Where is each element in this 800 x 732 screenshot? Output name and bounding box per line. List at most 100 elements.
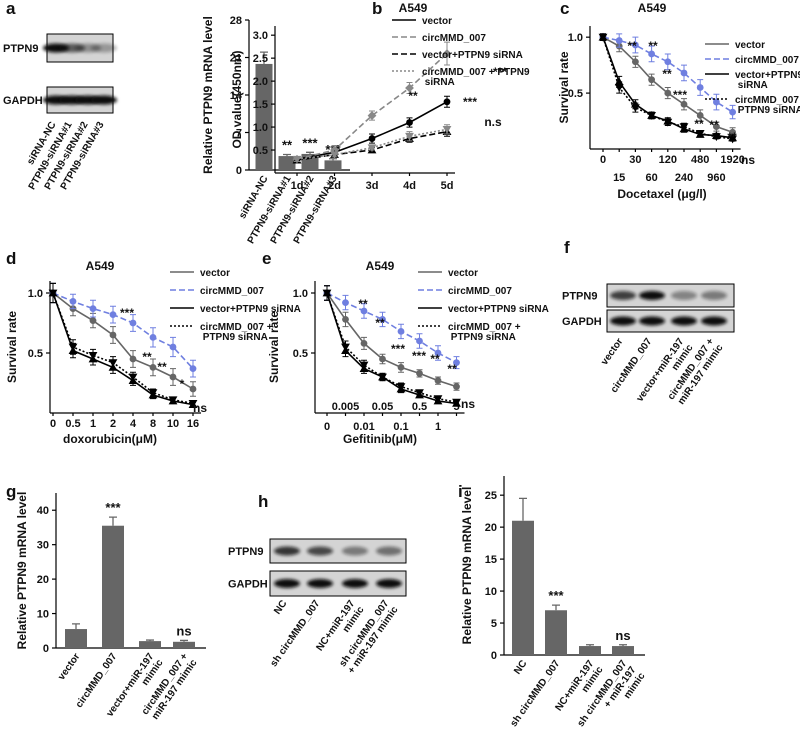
marker bbox=[680, 100, 688, 108]
marker bbox=[341, 343, 350, 352]
marker bbox=[664, 89, 672, 97]
marker bbox=[729, 128, 736, 136]
x-tick-label: 240 bbox=[675, 172, 693, 184]
y-tick-label: 20 bbox=[485, 522, 497, 534]
significance: ns bbox=[193, 401, 207, 415]
marker bbox=[632, 58, 639, 66]
significance: ** bbox=[662, 67, 672, 81]
legend-label: circMMD_007 bbox=[200, 286, 264, 297]
chart-title: A549 bbox=[399, 1, 428, 15]
protein-label: GAPDH bbox=[228, 579, 268, 591]
x-tick-label: 0.5 bbox=[65, 418, 80, 430]
blot-band bbox=[610, 291, 636, 300]
y-axis-label: Relative PTPN9 mRNA level bbox=[460, 487, 474, 645]
series-line bbox=[52, 292, 194, 405]
significance: *** bbox=[391, 342, 405, 356]
bar bbox=[255, 63, 273, 170]
y-tick-label: 20 bbox=[37, 574, 49, 586]
significance: ** bbox=[358, 297, 368, 311]
significance: ** bbox=[375, 316, 385, 330]
marker bbox=[330, 151, 339, 160]
x-axis-label: doxorubicin(μM) bbox=[63, 432, 157, 446]
x-tick-label: 30 bbox=[629, 154, 641, 166]
significance: *** bbox=[302, 135, 318, 150]
significance: *** bbox=[463, 95, 477, 109]
marker bbox=[712, 133, 721, 142]
x-tick-label: 5d bbox=[441, 180, 454, 192]
x-tick-label: NC bbox=[512, 658, 529, 676]
x-tick-label: 15 bbox=[613, 172, 625, 184]
y-tick-label: 0 bbox=[43, 643, 49, 655]
lane-label: NC bbox=[272, 598, 289, 616]
marker bbox=[405, 132, 414, 141]
x-tick-label: 1 bbox=[90, 418, 96, 430]
significance: ** bbox=[627, 39, 637, 53]
panel-label: c bbox=[560, 0, 569, 18]
blot-band bbox=[639, 291, 665, 300]
y-tick-label: 25 bbox=[485, 490, 497, 502]
x-tick-label: 3d bbox=[366, 180, 379, 192]
marker bbox=[696, 112, 704, 119]
significance: ** bbox=[447, 362, 457, 376]
y-axis-label: Survival rate bbox=[557, 51, 571, 123]
bar bbox=[545, 610, 567, 655]
legend-label: circMMD_007 bbox=[448, 286, 512, 297]
x-tick-label: 1920 bbox=[720, 154, 744, 166]
series-line bbox=[296, 52, 448, 160]
significance: *** bbox=[673, 88, 687, 102]
significance: ns bbox=[615, 628, 630, 643]
y-tick-label: 0 bbox=[491, 650, 497, 662]
x-tick-label: 0.005 bbox=[332, 401, 360, 413]
y-tick-label: 14 bbox=[230, 90, 243, 102]
blot-band bbox=[342, 579, 368, 588]
significance: * bbox=[180, 377, 185, 391]
blot-band bbox=[639, 316, 665, 326]
significance: ** bbox=[408, 89, 418, 103]
blot-band bbox=[701, 316, 727, 326]
marker bbox=[189, 385, 197, 393]
panel-label: g bbox=[6, 482, 16, 501]
bar bbox=[139, 641, 161, 648]
panel-label: h bbox=[258, 492, 268, 511]
x-tick-label: vector bbox=[56, 651, 82, 682]
x-tick-label: 0.1 bbox=[393, 421, 408, 433]
legend-label: circMMD_007 + PTPN9 siRNA bbox=[448, 322, 521, 343]
marker bbox=[378, 373, 387, 382]
x-axis-label: Gefitinib(μM) bbox=[343, 432, 417, 446]
significance: ** bbox=[727, 130, 737, 144]
x-tick-label: 10 bbox=[167, 418, 179, 430]
error-bar bbox=[109, 516, 117, 526]
marker bbox=[695, 129, 705, 138]
marker bbox=[128, 373, 138, 382]
y-tick-label: 0.5 bbox=[293, 348, 308, 360]
marker bbox=[713, 98, 720, 106]
marker bbox=[397, 364, 405, 371]
marker bbox=[367, 111, 377, 120]
legend-label: vector bbox=[422, 16, 452, 27]
y-tick-label: 10 bbox=[485, 586, 497, 598]
marker bbox=[379, 355, 386, 363]
y-tick-label: 10 bbox=[37, 609, 49, 621]
marker bbox=[442, 49, 452, 58]
x-tick-label: 5 bbox=[453, 401, 459, 413]
bar bbox=[278, 156, 296, 170]
blot-band bbox=[342, 546, 368, 556]
series-line bbox=[52, 292, 194, 406]
x-tick-label: 2d bbox=[328, 180, 341, 192]
lane-label: vector bbox=[599, 336, 625, 367]
y-tick-label: 7 bbox=[236, 128, 242, 140]
x-tick-label: 1d bbox=[291, 180, 304, 192]
y-tick-label: 2.0 bbox=[253, 76, 268, 88]
legend-label: vector+PTPN9 siRNA bbox=[448, 304, 549, 315]
bar bbox=[65, 629, 87, 648]
x-tick-label: 8 bbox=[150, 418, 156, 430]
error-bar bbox=[586, 644, 594, 647]
significance: *** bbox=[548, 588, 564, 603]
series-line bbox=[326, 292, 457, 388]
y-axis-label: Relative PTPN9 mRNA level bbox=[15, 492, 29, 650]
blot-band bbox=[671, 291, 697, 300]
series-line bbox=[602, 36, 733, 140]
chart-title: A549 bbox=[366, 259, 395, 273]
protein-label: PTPN9 bbox=[228, 546, 263, 558]
y-tick-label: 40 bbox=[37, 505, 49, 517]
